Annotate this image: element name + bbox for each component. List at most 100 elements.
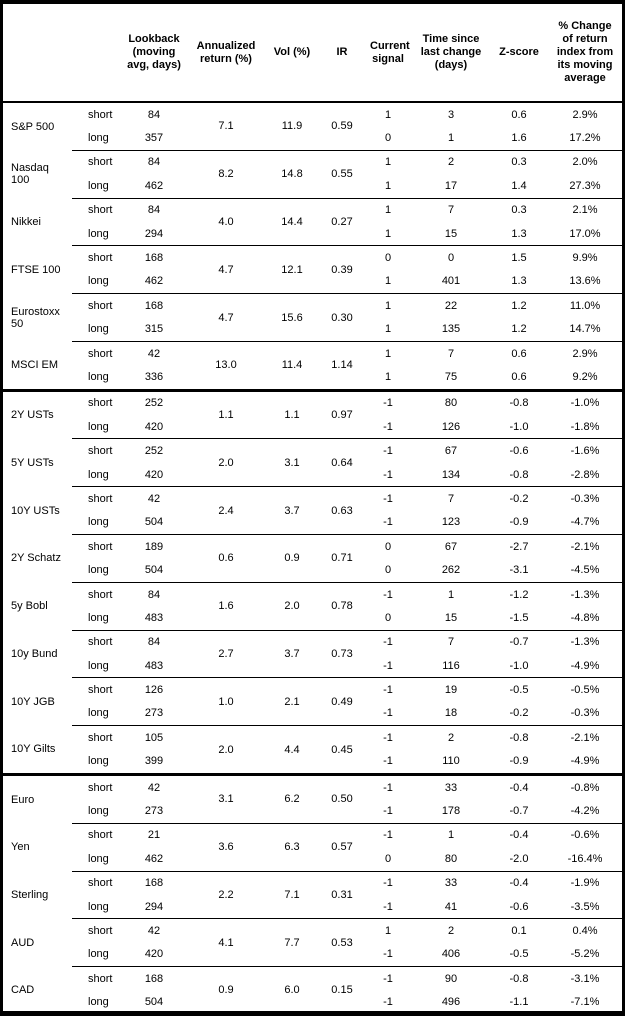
pct-change-value: -4.9% bbox=[570, 755, 600, 768]
table-row: 5y Bobl short 84 1.6 2.0 0.78 -1 1 -1.2 -1.3% bbox=[3, 581, 622, 631]
asset-name: Eurostoxx 50 bbox=[11, 305, 60, 330]
asset-name: 10y Bund bbox=[11, 647, 58, 660]
vol-value: 7.7 bbox=[264, 918, 320, 967]
table-row: 2Y Schatz short 189 0.6 0.9 0.71 0 67 -2.7 -2.1% bbox=[3, 534, 622, 583]
time-since-change-value: 1 bbox=[412, 581, 490, 607]
z-score-value: 0.6 bbox=[490, 340, 548, 366]
leg-label: long bbox=[88, 611, 109, 624]
pct-change-value: -0.6% bbox=[548, 822, 622, 848]
vol-value: 11.4 bbox=[264, 340, 320, 391]
z-score-value: 1.3 bbox=[511, 275, 527, 288]
lookback-value: 294 bbox=[144, 900, 164, 913]
current-signal-value: -1 bbox=[364, 966, 412, 991]
time-since-change-value: 3 bbox=[447, 108, 455, 121]
vol-value: 1.1 bbox=[264, 388, 320, 439]
annualized-return-value: 8.2 bbox=[188, 149, 264, 199]
table-row: 10Y JGB short 126 1.0 2.1 0.49 -1 19 -0.5 -0.5% bbox=[3, 677, 622, 726]
table-row: long 420 -1 126 -1.0 -1.8% bbox=[3, 415, 622, 439]
z-score-value: -0.6 bbox=[490, 438, 548, 463]
lookback-value: 84 bbox=[120, 629, 188, 654]
asset-name: 5y Bobl bbox=[11, 600, 48, 613]
current-signal-value: -1 bbox=[364, 725, 412, 750]
table-row: long 399 -1 110 -0.9 -4.9% bbox=[3, 750, 622, 775]
ir-value: 0.30 bbox=[320, 293, 364, 342]
current-signal-value: -1 bbox=[364, 772, 412, 800]
pct-change-value: 17.2% bbox=[569, 132, 601, 145]
asset-name: Sterling bbox=[11, 888, 49, 901]
current-signal-value: 0 bbox=[384, 564, 392, 577]
table-row: AUD short 42 4.1 7.7 0.53 1 2 0.1 0.4% bbox=[3, 918, 622, 967]
vol-value: 12.1 bbox=[264, 245, 320, 294]
annualized-return-value: 1.0 bbox=[188, 677, 264, 726]
lookback-value: 273 bbox=[144, 707, 164, 720]
pct-change-value: -3.1% bbox=[548, 966, 622, 991]
table-row: long 462 0 80 -2.0 -16.4% bbox=[3, 847, 622, 871]
lookback-value: 462 bbox=[144, 852, 164, 865]
pct-change-value: 2.9% bbox=[572, 108, 598, 121]
time-since-change-value: 33 bbox=[412, 772, 490, 800]
lookback-value: 168 bbox=[120, 245, 188, 270]
z-score-value: 1.6 bbox=[511, 132, 527, 145]
pct-change-value: -1.3% bbox=[548, 581, 622, 607]
lookback-value: 105 bbox=[120, 725, 188, 750]
leg-label: short bbox=[72, 870, 120, 895]
ir-value: 0.64 bbox=[320, 438, 364, 487]
table-row: long 483 0 15 -1.5 -4.8% bbox=[3, 606, 622, 630]
lookback-value: 504 bbox=[144, 564, 164, 577]
table-row: long 294 -1 41 -0.6 -3.5% bbox=[3, 895, 622, 919]
current-signal-value: 1 bbox=[384, 179, 392, 192]
annualized-return-value: 2.7 bbox=[188, 629, 264, 678]
annualized-return-value: 1.1 bbox=[188, 388, 264, 439]
asset-name: AUD bbox=[11, 936, 35, 949]
col-header-time-since-change: Time since last change (days) bbox=[412, 4, 490, 103]
lookback-value: 399 bbox=[144, 755, 164, 768]
z-score-value: -0.4 bbox=[490, 822, 548, 848]
vol-value: 3.7 bbox=[264, 629, 320, 678]
col-header-annualized-return: Annualized return (%) bbox=[188, 4, 264, 103]
asset-name: 2Y USTs bbox=[3, 388, 72, 439]
lookback-value: 420 bbox=[144, 948, 164, 961]
time-since-change-value: 7 bbox=[412, 629, 490, 654]
current-signal-value: 1 bbox=[384, 323, 392, 336]
z-score-value: -0.5 bbox=[509, 948, 529, 961]
pct-change-value: -1.9% bbox=[548, 870, 622, 895]
table-row: long 273 -1 178 -0.7 -4.2% bbox=[3, 799, 622, 823]
asset-name: MSCI EM bbox=[11, 359, 59, 372]
z-score-value: 1.3 bbox=[511, 227, 527, 240]
current-signal-value: -1 bbox=[364, 677, 412, 702]
leg-label: short bbox=[72, 725, 120, 750]
ir-value: 0.15 bbox=[320, 966, 364, 1011]
leg-label: long bbox=[88, 805, 109, 818]
z-score-value: -3.1 bbox=[509, 564, 529, 577]
time-since-change-value: 134 bbox=[441, 468, 461, 481]
current-signal-value: 0 bbox=[384, 611, 392, 624]
table-row: long 504 -1 123 -0.9 -4.7% bbox=[3, 511, 622, 535]
z-score-value: -1.0 bbox=[509, 659, 529, 672]
ir-value: 1.14 bbox=[320, 340, 364, 391]
leg-label: long bbox=[88, 179, 109, 192]
signals-table: Lookback (moving avg, days) Annualized r… bbox=[3, 4, 622, 1011]
time-since-change-value: 496 bbox=[441, 996, 461, 1009]
z-score-value: -0.8 bbox=[490, 966, 548, 991]
current-signal-value: 0 bbox=[384, 852, 392, 865]
lookback-value: 420 bbox=[144, 468, 164, 481]
z-score-value: -1.5 bbox=[509, 611, 529, 624]
time-since-change-value: 7 bbox=[412, 197, 490, 222]
ir-value: 0.27 bbox=[320, 197, 364, 246]
lookback-value: 42 bbox=[120, 772, 188, 800]
lookback-value: 462 bbox=[144, 179, 164, 192]
z-score-value: -0.8 bbox=[490, 725, 548, 750]
z-score-value: 0.1 bbox=[490, 918, 548, 943]
pct-change-value: -16.4% bbox=[567, 852, 603, 865]
current-signal-value: -1 bbox=[383, 996, 393, 1009]
lookback-value: 357 bbox=[144, 132, 164, 145]
leg-label: long bbox=[88, 227, 109, 240]
time-since-change-value: 67 bbox=[412, 534, 490, 559]
table-row: long 483 -1 116 -1.0 -4.9% bbox=[3, 654, 622, 678]
vol-value: 7.1 bbox=[264, 870, 320, 919]
annualized-return-value: 4.7 bbox=[188, 245, 264, 294]
ir-value: 0.31 bbox=[320, 870, 364, 919]
col-header-ir: IR bbox=[320, 4, 364, 103]
annualized-return-value: 2.0 bbox=[188, 438, 264, 487]
current-signal-value: 1 bbox=[384, 275, 392, 288]
